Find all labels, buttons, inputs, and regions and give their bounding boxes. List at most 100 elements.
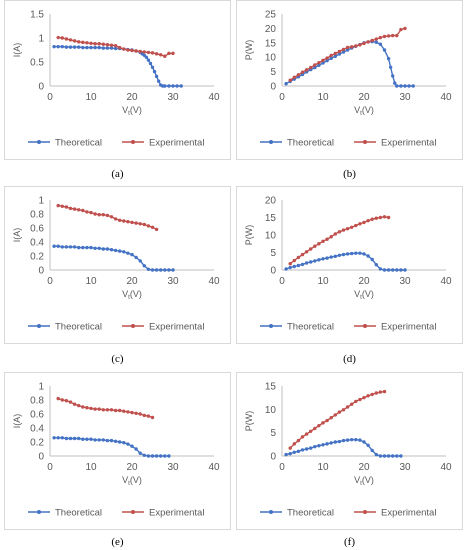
data-point-theoretical: [313, 444, 317, 449]
data-point-experimental: [97, 213, 101, 217]
data-point-theoretical: [325, 256, 329, 260]
data-point-experimental: [68, 38, 73, 42]
data-point-experimental: [109, 408, 114, 412]
data-point-theoretical: [72, 436, 77, 441]
data-point-experimental: [296, 255, 301, 260]
data-point-theoretical: [93, 246, 97, 250]
data-point-experimental: [300, 70, 305, 74]
data-point-experimental: [109, 215, 114, 219]
data-point-experimental: [341, 228, 346, 232]
data-point-experimental: [81, 40, 85, 45]
data-point-experimental: [56, 396, 60, 401]
data-point-experimental: [337, 49, 342, 54]
data-point-theoretical: [345, 252, 350, 256]
data-point-theoretical: [77, 436, 81, 441]
data-point-theoretical: [333, 440, 337, 444]
data-point-experimental: [126, 410, 130, 414]
data-point-theoretical: [378, 42, 383, 46]
caption-a: (a): [111, 168, 124, 180]
chart-svg-b: 0 5 10 15 20 25 0 10 20 30 40 P(W) Vt(V) Theoretical E…: [236, 0, 463, 160]
data-point-experimental: [296, 73, 301, 77]
data-point-experimental: [321, 421, 325, 425]
data-point-experimental: [288, 78, 292, 82]
data-point-theoretical: [150, 65, 155, 69]
data-point-experimental: [81, 405, 85, 409]
data-point-experimental: [292, 258, 296, 263]
data-point-experimental: [159, 53, 163, 57]
data-point-theoretical: [101, 46, 106, 50]
data-point-experimental: [337, 410, 342, 414]
data-point-theoretical: [126, 251, 130, 255]
y-tick-label: 0.2: [30, 252, 44, 263]
y-tick-label: 0: [38, 266, 44, 277]
data-point-theoretical: [167, 84, 171, 88]
data-point-theoretical: [68, 245, 73, 249]
x-tick-label: 30: [399, 462, 411, 473]
x-tick-label: 10: [317, 92, 329, 103]
data-point-theoretical: [391, 454, 395, 458]
data-point-theoretical: [354, 437, 358, 442]
y-tick-label: 0.4: [30, 238, 44, 249]
x-tick-label: 40: [440, 92, 452, 103]
data-point-experimental: [354, 399, 358, 404]
data-point-experimental: [296, 438, 301, 443]
legend-marker-theoretical: [37, 140, 41, 144]
data-point-theoretical: [358, 438, 362, 442]
data-point-experimental: [171, 51, 175, 56]
y-axis-title: I(A): [12, 414, 22, 429]
data-point-theoretical: [337, 439, 342, 444]
data-point-experimental: [142, 50, 146, 54]
data-point-theoretical: [85, 45, 89, 50]
data-point-experimental: [93, 407, 97, 411]
data-point-theoretical: [388, 65, 393, 69]
series-line-theoretical: [285, 40, 414, 87]
data-point-experimental: [350, 45, 354, 49]
x-tick-label: 20: [126, 92, 138, 103]
data-point-experimental: [321, 58, 325, 63]
legend-marker-theoretical: [269, 510, 273, 514]
data-point-experimental: [345, 45, 350, 50]
data-point-experimental: [382, 34, 387, 39]
data-point-experimental: [313, 63, 317, 67]
chart-panel-b: 0 5 10 15 20 25 0 10 20 30 40 P(W) Vt(V) Theoretical E…: [236, 0, 463, 178]
legend-marker-theoretical: [269, 324, 273, 328]
y-tick-label: 20: [265, 196, 277, 207]
data-point-experimental: [150, 225, 155, 229]
legend-marker-theoretical: [37, 510, 41, 514]
data-point-theoretical: [138, 259, 142, 263]
data-point-experimental: [309, 429, 313, 433]
data-point-theoretical: [101, 247, 106, 251]
data-point-experimental: [329, 235, 333, 239]
data-point-theoretical: [386, 268, 391, 272]
data-point-theoretical: [393, 81, 397, 85]
data-point-experimental: [386, 34, 391, 38]
legend-label-experimental: Experimental: [149, 138, 204, 149]
data-point-experimental: [150, 51, 155, 55]
data-point-theoretical: [85, 437, 89, 441]
y-tick-label: 0.6: [30, 224, 44, 235]
legend-label-experimental: Experimental: [381, 138, 436, 149]
data-point-experimental: [399, 27, 403, 32]
data-point-experimental: [64, 399, 69, 403]
data-point-experimental: [89, 406, 93, 411]
data-point-experimental: [89, 210, 93, 215]
data-point-experimental: [370, 392, 374, 397]
x-tick-label: 10: [317, 276, 329, 287]
caption-d: (d): [343, 353, 356, 365]
data-point-experimental: [130, 220, 134, 225]
chart-svg-c: 00.20.40.60.810 10 20 30 40I(A)Vt(V)Theoreti…: [4, 186, 231, 344]
legend-label-theoretical: Theoretical: [55, 508, 102, 519]
data-point-experimental: [317, 60, 321, 65]
legend-label-theoretical: Theoretical: [287, 322, 334, 333]
data-point-theoretical: [156, 79, 161, 83]
data-point-theoretical: [362, 252, 366, 256]
data-point-theoretical: [109, 438, 114, 443]
data-point-experimental: [345, 227, 350, 231]
y-tick-label: 0: [270, 82, 276, 93]
y-tick-label: 15: [265, 213, 277, 224]
data-point-theoretical: [167, 454, 171, 458]
data-point-theoretical: [337, 52, 342, 56]
data-point-theoretical: [138, 451, 142, 455]
legend-marker-theoretical: [37, 324, 41, 328]
data-point-theoretical: [60, 44, 64, 49]
